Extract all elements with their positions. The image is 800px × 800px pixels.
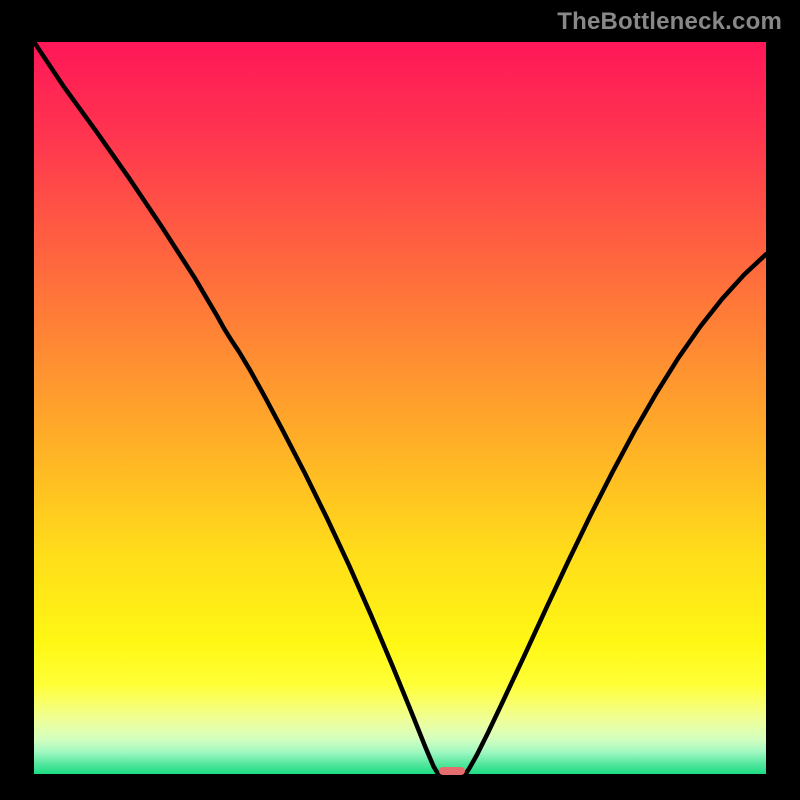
bottleneck-marker <box>439 767 465 775</box>
chart-svg <box>34 42 766 774</box>
chart-container: TheBottleneck.com <box>0 0 800 800</box>
chart-plot-area <box>34 42 766 774</box>
watermark-text: TheBottleneck.com <box>557 8 782 36</box>
chart-background <box>34 42 766 774</box>
